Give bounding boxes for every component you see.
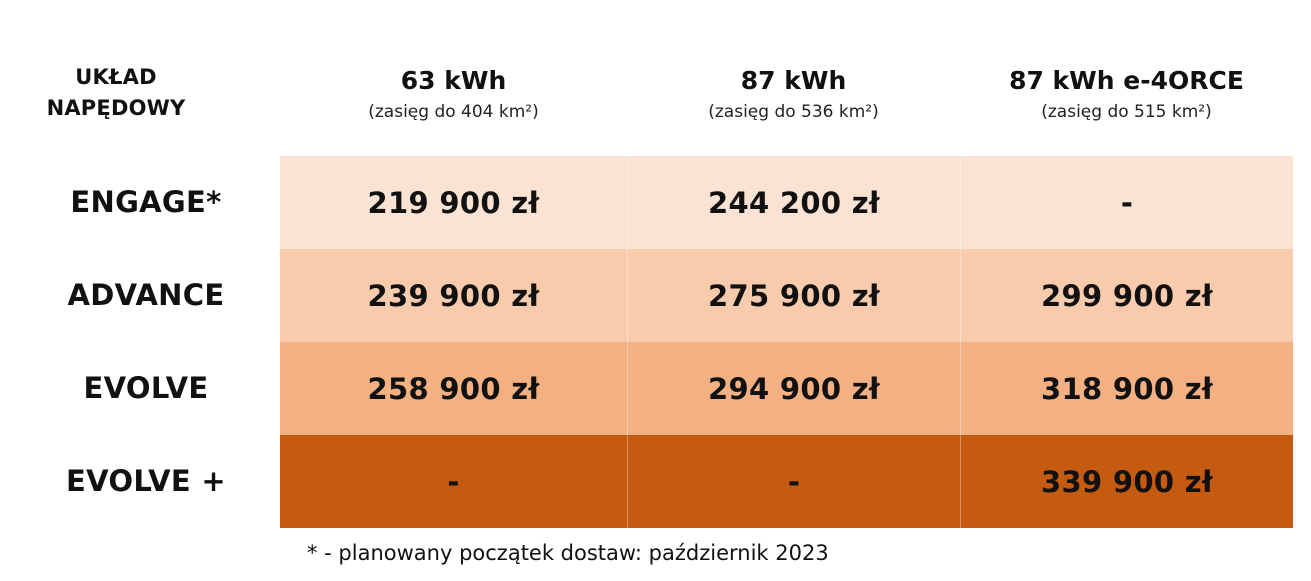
price-cell: -: [960, 156, 1293, 249]
price-cell: -: [447, 464, 460, 499]
table-row: - - 339 900 zł: [280, 435, 1293, 528]
row-label-engage: ENGAGE*: [70, 185, 222, 219]
column-header-87kwh-e4orce: 87 kWh e-4ORCE (zasięg do 515 km²): [960, 64, 1293, 124]
price-cell: -: [627, 435, 960, 528]
table-row: 258 900 zł 294 900 zł 318 900 zł: [280, 342, 1293, 435]
price-cell: 275 900 zł: [627, 249, 960, 342]
corner-header-line2: NAPĘDOWY: [46, 96, 186, 120]
column-subtitle: (zasięg do 515 km²): [1041, 102, 1212, 122]
price-table: 219 900 zł 244 200 zł - 239 900 zł 275 9…: [280, 156, 1293, 528]
table-row: 239 900 zł 275 900 zł 299 900 zł: [280, 249, 1293, 342]
price-cell: 339 900 zł: [960, 435, 1293, 528]
price-cell: 299 900 zł: [960, 249, 1293, 342]
column-title: 87 kWh: [740, 66, 847, 95]
footnote: * - planowany początek dostaw: październ…: [307, 541, 829, 565]
column-subtitle: (zasięg do 536 km²): [708, 102, 879, 122]
row-label-advance: ADVANCE: [67, 278, 225, 312]
price-cell: 239 900 zł: [367, 278, 540, 313]
row-label-evolve-plus: EVOLVE +: [66, 464, 226, 498]
column-title: 63 kWh: [400, 66, 507, 95]
price-cell: 318 900 zł: [960, 342, 1293, 435]
column-header-87kwh: 87 kWh (zasięg do 536 km²): [627, 64, 960, 124]
corner-header-line1: UKŁAD: [75, 65, 157, 89]
row-label-evolve: EVOLVE: [83, 371, 209, 405]
price-cell: 219 900 zł: [367, 185, 540, 220]
corner-header: UKŁAD NAPĘDOWY: [0, 62, 232, 124]
column-subtitle: (zasięg do 404 km²): [368, 102, 539, 122]
price-cell: 294 900 zł: [627, 342, 960, 435]
price-cell: 258 900 zł: [367, 371, 540, 406]
column-title: 87 kWh e-4ORCE: [1009, 66, 1244, 95]
price-cell: 244 200 zł: [627, 156, 960, 249]
column-header-63kwh: 63 kWh (zasięg do 404 km²): [280, 64, 627, 124]
table-row: 219 900 zł 244 200 zł -: [280, 156, 1293, 249]
